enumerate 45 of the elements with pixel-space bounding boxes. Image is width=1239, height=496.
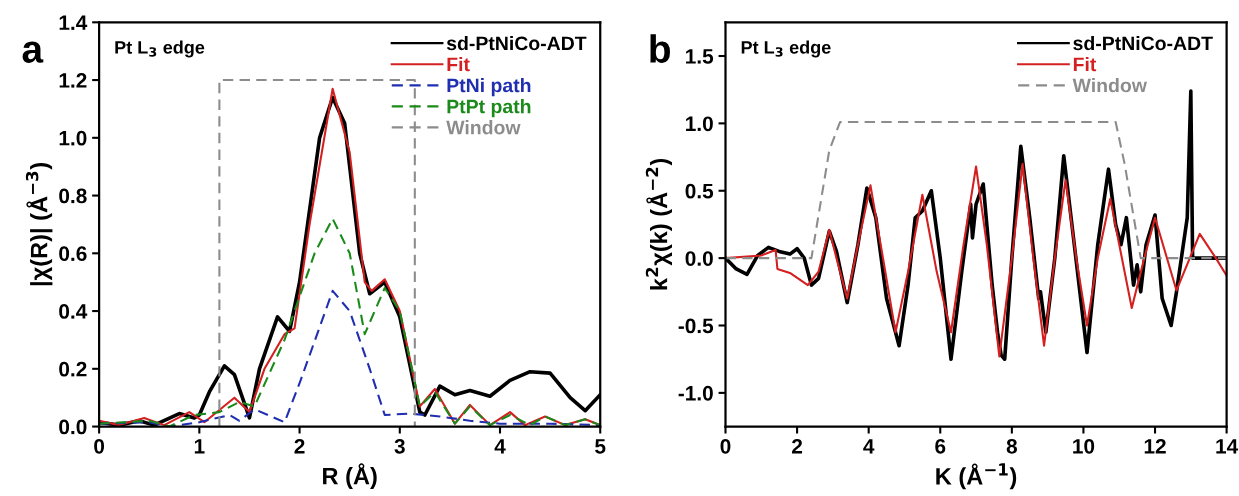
y-tick-label: 1.5 xyxy=(686,49,714,64)
x-tick-label: 6 xyxy=(935,438,946,454)
legend-label: sd-PtNiCo-ADT xyxy=(446,35,587,51)
y-tick-label: 1.4 xyxy=(59,15,88,30)
legend-label: Window xyxy=(446,120,521,135)
y-tick-label: 0.4 xyxy=(59,304,88,319)
legend-label: PtPt path xyxy=(447,99,531,118)
x-axis-title: K (Å$^{−1}$) xyxy=(936,463,1017,490)
y-tick-label: 1.0 xyxy=(59,130,87,146)
y-tick-label: 0.2 xyxy=(59,361,87,377)
annotation: Pt L$_{3}$ edge xyxy=(115,40,205,58)
chart-title: b xyxy=(650,34,670,63)
legend-label: Fit xyxy=(1073,56,1097,72)
y-tick-label: -0.5 xyxy=(678,318,714,334)
x-tick-label: 5 xyxy=(595,439,606,454)
y-tick-label: 0.0 xyxy=(59,419,87,435)
x-tick-label: 3 xyxy=(394,438,405,454)
x-tick-label: 4 xyxy=(494,439,506,454)
y-tick-label: 0.8 xyxy=(59,188,87,204)
x-tick-label: 10 xyxy=(1073,438,1095,454)
y-axis-title: k$^{2}$χ(k) (Å$^{−2}$) xyxy=(645,158,673,290)
x-tick-label: 0 xyxy=(94,438,105,454)
x-axis-title: R (Å) xyxy=(323,463,377,490)
x-tick-label: 0 xyxy=(720,438,731,454)
y-tick-label: 0.6 xyxy=(59,246,87,262)
annotation: Pt L$_{3}$ edge xyxy=(741,40,831,58)
line-series xyxy=(725,120,1227,260)
legend-label: sd-PtNiCo-ADT xyxy=(1073,35,1213,51)
y-axis-title: |χ(R)| (Å$^{−3}$) xyxy=(25,163,53,286)
x-tick-label: 4 xyxy=(863,439,875,454)
x-tick-label: 8 xyxy=(1006,438,1017,454)
x-tick-label: 14 xyxy=(1216,439,1239,454)
chart-title: a xyxy=(22,41,44,63)
y-tick-label: 1.2 xyxy=(59,73,87,88)
x-tick-label: 12 xyxy=(1144,438,1166,454)
y-tick-label: 0.0 xyxy=(685,251,713,266)
legend-label: PtNi path xyxy=(447,78,531,97)
x-tick-label: 1 xyxy=(194,439,205,454)
y-tick-label: 1.0 xyxy=(686,116,713,132)
x-tick-label: 2 xyxy=(792,438,803,454)
y-tick-label: 0.5 xyxy=(685,183,714,199)
x-tick-label: 2 xyxy=(294,438,305,454)
legend-label: Fit xyxy=(447,56,470,72)
y-tick-label: -1.0 xyxy=(678,385,713,401)
legend-label: Window xyxy=(1072,78,1147,93)
